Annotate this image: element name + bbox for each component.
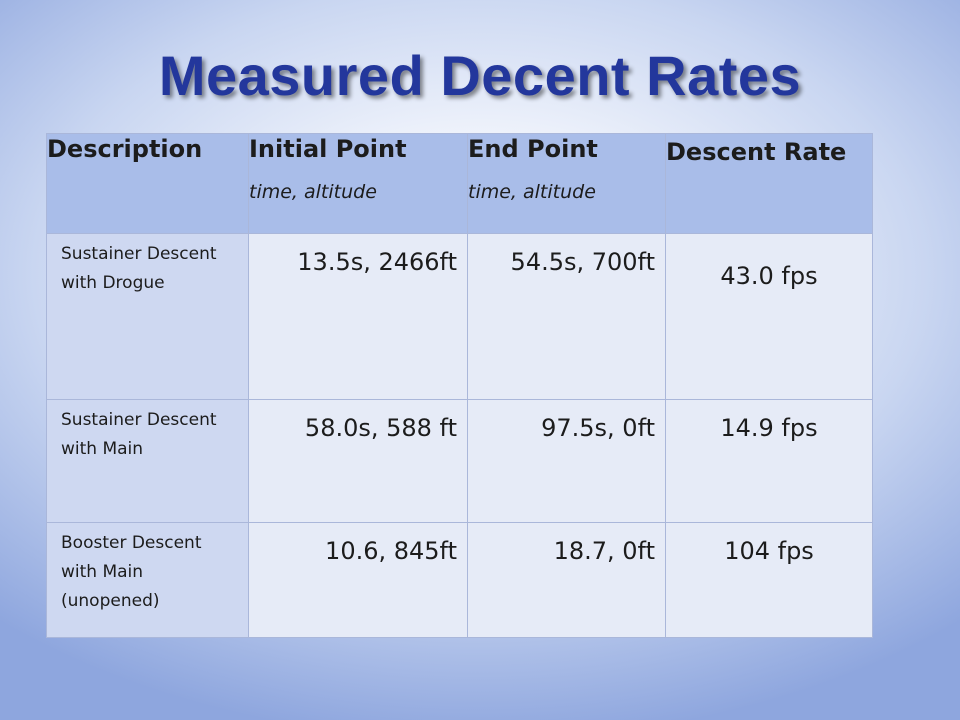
row-initial-point: 10.6, 845ft bbox=[248, 522, 468, 638]
table-row: Sustainer Descent with Main 58.0s, 588 f… bbox=[46, 399, 873, 523]
header-sublabel: time, altitude bbox=[468, 181, 596, 203]
row-initial-point: 13.5s, 2466ft bbox=[248, 233, 468, 400]
header-label: Descent Rate bbox=[666, 138, 847, 166]
row-end-point: 54.5s, 700ft bbox=[467, 233, 666, 400]
table-row: Sustainer Descent with Drogue 13.5s, 246… bbox=[46, 233, 873, 400]
descent-rates-table: Description Initial Point time, altitude… bbox=[46, 133, 873, 638]
row-descent-rate: 14.9 fps bbox=[665, 399, 873, 523]
header-label: Description bbox=[47, 135, 203, 163]
row-descent-rate: 43.0 fps bbox=[665, 233, 873, 400]
header-description: Description bbox=[46, 133, 249, 234]
header-label: End Point bbox=[468, 135, 598, 163]
row-description: Sustainer Descent with Main bbox=[46, 399, 249, 523]
header-sublabel: time, altitude bbox=[249, 181, 377, 203]
header-descent-rate: Descent Rate bbox=[665, 133, 873, 234]
row-end-point: 18.7, 0ft bbox=[467, 522, 666, 638]
slide-title: Measured Decent Rates bbox=[158, 44, 802, 107]
row-end-point: 97.5s, 0ft bbox=[467, 399, 666, 523]
table-row: Booster Descent with Main (unopened) 10.… bbox=[46, 522, 873, 638]
row-descent-rate: 104 fps bbox=[665, 522, 873, 638]
table-header-row: Description Initial Point time, altitude… bbox=[46, 133, 873, 234]
row-initial-point: 58.0s, 588 ft bbox=[248, 399, 468, 523]
header-initial-point: Initial Point time, altitude bbox=[248, 133, 468, 234]
header-label: Initial Point bbox=[249, 135, 407, 163]
row-description: Sustainer Descent with Drogue bbox=[46, 233, 249, 400]
row-description: Booster Descent with Main (unopened) bbox=[46, 522, 249, 638]
header-end-point: End Point time, altitude bbox=[467, 133, 666, 234]
